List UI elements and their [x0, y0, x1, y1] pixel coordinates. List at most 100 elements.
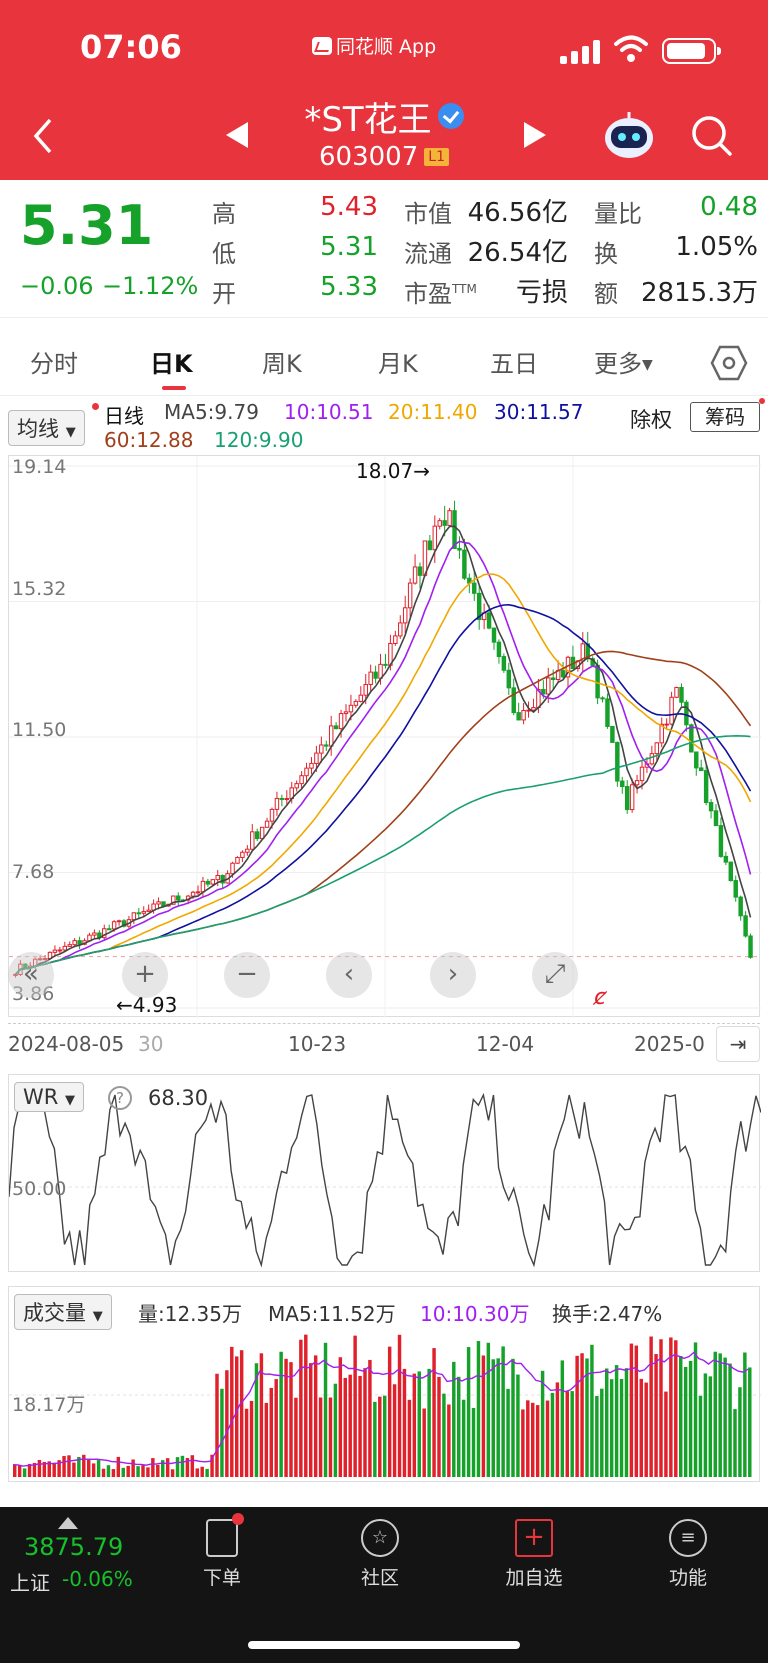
tab-weekly-k[interactable]: 周K [262, 350, 302, 378]
index-value[interactable]: 3875.79 [24, 1533, 124, 1561]
order-button[interactable]: 下单 [172, 1513, 272, 1590]
tab-more[interactable]: 更多▼ [594, 344, 653, 379]
float-value: 26.54亿 [467, 238, 568, 268]
volume-turnover: 换手:2.47% [552, 1302, 663, 1326]
volume-bar [22, 1468, 27, 1477]
volume-selector[interactable]: 成交量 ▼ [14, 1294, 112, 1330]
candle-body [442, 520, 447, 526]
back-arrow-icon[interactable] [32, 116, 54, 156]
candle-body [639, 766, 645, 782]
order-button-label: 下单 [202, 1567, 241, 1589]
candle-body [669, 696, 674, 725]
amount-label: 额 [594, 280, 618, 308]
candle-body [738, 896, 743, 917]
community-star-icon: ☆ [361, 1519, 399, 1557]
high-value: 5.43 [320, 192, 378, 222]
candle-body [319, 744, 324, 754]
robot-assistant-icon[interactable] [602, 110, 656, 162]
volume-bar [511, 1358, 515, 1477]
candle-body [146, 909, 151, 913]
ma10-line [14, 540, 752, 975]
add-watchlist-button[interactable]: + 加自选 [484, 1519, 584, 1590]
candle-body [368, 671, 373, 685]
tab-monthly-k[interactable]: 月K [378, 350, 418, 378]
scroll-right-icon[interactable]: › [430, 952, 476, 998]
candle-body [713, 810, 719, 827]
volume-bar [521, 1409, 525, 1477]
kline-chart[interactable] [8, 455, 761, 1018]
function-button-label: 功能 [668, 1567, 707, 1589]
candle-body [615, 741, 620, 782]
candle-body [333, 725, 339, 730]
prev-stock-icon[interactable] [224, 120, 250, 150]
volume-bar [447, 1404, 451, 1477]
volume-bar [570, 1391, 574, 1477]
candle-body [338, 713, 344, 730]
candle-body [550, 677, 556, 681]
candle-body [427, 540, 433, 551]
community-button[interactable]: ☆ 社区 [330, 1519, 430, 1590]
pe-label: 市盈TTM [404, 274, 477, 309]
volume-bar [77, 1457, 81, 1477]
ma-selector[interactable]: 均线 ▼ [8, 410, 85, 446]
zoom-out-icon[interactable]: − [224, 952, 270, 998]
next-stock-icon[interactable] [522, 120, 548, 150]
x-label-1: 2024-08-05 [8, 1032, 125, 1056]
add-watchlist-label: 加自选 [505, 1567, 563, 1589]
candle-body [748, 935, 753, 958]
volume-bar [688, 1360, 693, 1477]
settings-hexagon-icon[interactable] [710, 344, 748, 382]
low-value: 5.31 [320, 232, 378, 262]
volume-bar [461, 1399, 466, 1477]
volume-bar [87, 1459, 91, 1477]
volume-bar [506, 1388, 510, 1477]
volume-bar [210, 1454, 214, 1477]
period-label: 日线 [104, 404, 144, 428]
candle-body [511, 687, 516, 714]
volume-bar [289, 1362, 293, 1477]
tab-fenshi[interactable]: 分时 [30, 350, 78, 378]
search-icon[interactable] [690, 114, 734, 158]
tab-five-day[interactable]: 五日 [490, 350, 538, 378]
volume-bar [723, 1357, 727, 1477]
candle-body [516, 712, 521, 721]
candle-body [654, 742, 660, 755]
jump-to-latest-icon[interactable]: ⇥ [716, 1026, 760, 1062]
function-button[interactable]: ≡ 功能 [638, 1519, 738, 1590]
index-up-arrow-icon [58, 1517, 78, 1529]
help-icon[interactable]: ? [108, 1086, 132, 1110]
event-marker-icon[interactable]: ȼ [594, 985, 607, 1010]
scroll-left-icon[interactable]: ‹ [326, 952, 372, 998]
volume-panel[interactable] [8, 1286, 761, 1482]
wr-indicator-panel[interactable] [8, 1074, 761, 1272]
wr-selector[interactable]: WR ▼ [14, 1082, 85, 1112]
candle-body [698, 767, 704, 772]
volume-bar [353, 1335, 357, 1477]
candle-body [72, 940, 77, 946]
quote-panel: 5.31 −0.06 −1.12% 高 5.43 低 5.31 开 5.33 市… [0, 180, 768, 318]
tab-daily-k[interactable]: 日K [150, 344, 193, 390]
scroll-left-fast-icon[interactable]: « [8, 952, 54, 998]
candle-body [235, 856, 240, 864]
candle-body [743, 915, 748, 937]
zoom-in-icon[interactable]: + [122, 952, 168, 998]
volume-bar [683, 1366, 688, 1477]
fullscreen-icon[interactable]: ⤢ [532, 952, 578, 998]
volume-bar [432, 1348, 436, 1477]
volume-bar [333, 1383, 338, 1477]
bottom-bar: 3875.79 上证 -0.06% 下单 ☆ 社区 + 加自选 ≡ 功能 [0, 1507, 768, 1663]
candle-body [215, 874, 220, 881]
candle-body [348, 704, 354, 713]
volume-bar [264, 1402, 269, 1477]
chouma-button[interactable]: 筹码 [690, 402, 760, 432]
dropdown-arrow-icon: ▼ [642, 357, 653, 373]
volume-bar [170, 1469, 175, 1477]
volume-bar [555, 1382, 560, 1477]
status-time: 07:06 [80, 28, 182, 66]
volume-bar [378, 1396, 382, 1477]
candle-body [684, 701, 689, 726]
chuquan-toggle[interactable]: 除权 [630, 408, 672, 432]
ma5-value: MA5:9.79 [164, 400, 259, 424]
volume-ma10-line [12, 1351, 749, 1467]
chouma-dot-icon [759, 398, 765, 404]
